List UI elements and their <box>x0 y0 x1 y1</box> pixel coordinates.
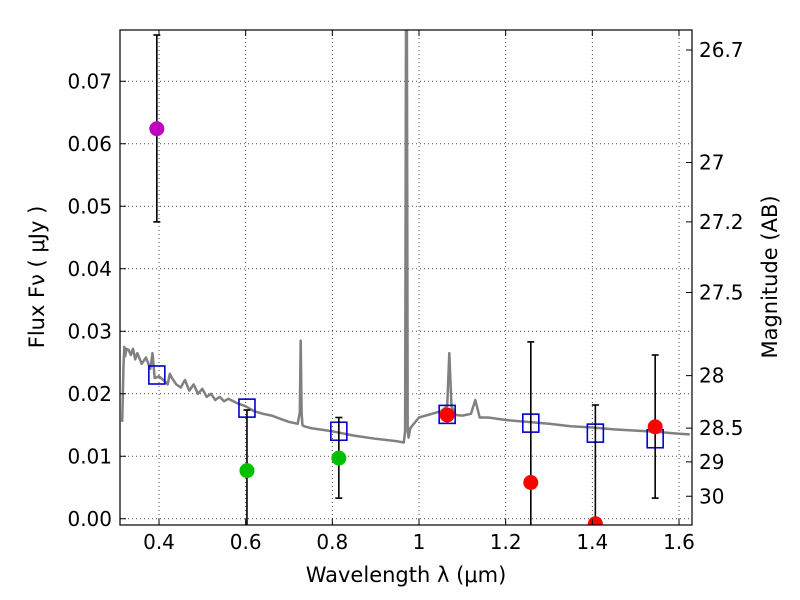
observed-point <box>647 419 663 435</box>
y-right-tick-label: 30 <box>699 484 724 508</box>
x-tick-label: 0.4 <box>143 530 175 554</box>
y-tick-label: 0.05 <box>67 194 112 218</box>
y-tick-label: 0.07 <box>67 69 112 93</box>
observed-point <box>439 407 455 423</box>
spectrum-line <box>120 30 690 444</box>
plot-area <box>120 30 690 525</box>
y-right-tick-label: 29 <box>699 450 724 474</box>
x-tick-label: 0.6 <box>230 530 262 554</box>
observed-point <box>331 450 347 466</box>
model-square-marker <box>148 365 166 385</box>
y-right-tick-label: 28.5 <box>699 416 744 440</box>
observed-point <box>149 121 165 137</box>
y-right-tick-label: 27.5 <box>699 281 744 305</box>
x-tick-label: 1 <box>413 530 426 554</box>
model-square-marker <box>438 404 456 425</box>
x-tick-label: 1.4 <box>576 530 608 554</box>
plot-frame <box>119 29 693 526</box>
y-right-axis-title: Magnitude (AB) <box>758 195 782 358</box>
y-right-tick-label: 26.7 <box>699 38 744 62</box>
y-tick-label: 0.04 <box>67 257 112 281</box>
axes-ticks <box>120 30 692 525</box>
y-tick-label: 0.01 <box>67 444 112 468</box>
y-axis-title: Flux Fν ( μJy ) <box>25 206 49 349</box>
x-tick-label: 1.6 <box>663 530 695 554</box>
y-right-tick-label: 28 <box>699 364 724 388</box>
x-axis-title: Wavelength λ (μm) <box>306 563 507 587</box>
y-tick-label: 0.02 <box>67 382 112 406</box>
y-tick-label: 0.00 <box>67 507 112 531</box>
y-right-tick-label: 27 <box>699 151 724 175</box>
x-tick-label: 1.2 <box>490 530 522 554</box>
y-tick-label: 0.06 <box>67 132 112 156</box>
observed-point <box>523 475 539 490</box>
y-tick-label: 0.03 <box>67 319 112 343</box>
observed-point <box>239 463 255 479</box>
y-right-tick-label: 27.2 <box>699 210 744 234</box>
observed-point <box>587 516 603 525</box>
axes-labels: 0.4 0.6 0.8 1 1.2 1.4 1.6 0.00 0.01 0.02 0.03 0.04 0… <box>67 38 743 554</box>
x-tick-label: 0.8 <box>316 530 348 554</box>
